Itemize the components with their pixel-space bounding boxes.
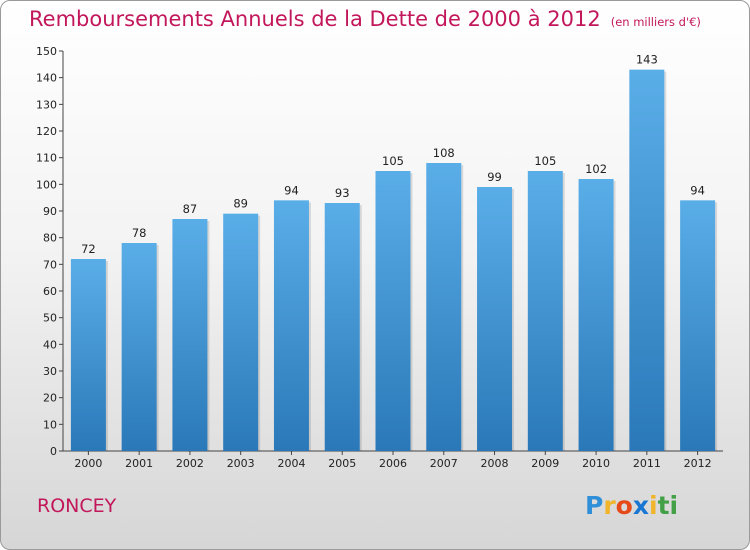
x-tick-label: 2005 xyxy=(328,457,356,470)
x-tick-label: 2000 xyxy=(74,457,102,470)
x-tick-label: 2011 xyxy=(633,457,661,470)
y-tick-label: 100 xyxy=(36,178,57,191)
bar-value-label: 105 xyxy=(382,154,404,168)
logo-letter: i xyxy=(669,491,679,520)
x-tick-label: 2012 xyxy=(684,457,712,470)
x-tick-label: 2003 xyxy=(227,457,255,470)
y-tick-label: 40 xyxy=(43,338,57,351)
y-tick-label: 140 xyxy=(36,72,57,85)
y-tick-label: 70 xyxy=(43,258,57,271)
bar-value-label: 94 xyxy=(690,183,705,197)
axes: 0 10 20 30 40 50 60 70 80 90 100 110 120 130 140 150 200… xyxy=(36,45,723,470)
title-row: Remboursements Annuels de la Dette de 20… xyxy=(29,7,701,31)
x-tick-label: 2001 xyxy=(125,457,153,470)
y-tick-label: 80 xyxy=(43,232,57,245)
y-tick-label: 150 xyxy=(36,45,57,58)
bar-value-label: 72 xyxy=(81,242,96,256)
bar-value-label: 78 xyxy=(132,226,147,240)
chart-subtitle: (en milliers d'€) xyxy=(610,15,701,29)
logo-letter: x xyxy=(632,491,649,520)
logo-letter: t xyxy=(657,491,670,520)
x-tick-label: 2006 xyxy=(379,457,407,470)
y-tick-label: 50 xyxy=(43,312,57,325)
bar-value-label: 105 xyxy=(534,154,556,168)
bar-2007 xyxy=(426,163,462,451)
bar-2009 xyxy=(527,171,563,451)
bar-value-label: 89 xyxy=(233,197,248,211)
y-tick-label: 110 xyxy=(36,152,57,165)
x-tick-label: 2004 xyxy=(277,457,305,470)
bar-value-label: 108 xyxy=(433,146,455,160)
y-tick-label: 130 xyxy=(36,98,57,111)
chart-title: Remboursements Annuels de la Dette de 20… xyxy=(29,7,601,31)
bar-2006 xyxy=(375,171,411,451)
proxiti-logo: Proxiti xyxy=(585,491,678,520)
bar-2005 xyxy=(324,203,360,451)
logo-letter: P xyxy=(585,491,604,520)
x-tick-label: 2002 xyxy=(176,457,204,470)
bar-2004 xyxy=(273,200,309,451)
y-tick-label: 0 xyxy=(50,445,57,458)
logo-letter: o xyxy=(615,491,633,520)
y-tick-label: 20 xyxy=(43,392,57,405)
y-tick-label: 10 xyxy=(43,418,57,431)
bar-2002 xyxy=(172,219,208,451)
y-tick-label: 90 xyxy=(43,205,57,218)
x-tick-label: 2009 xyxy=(531,457,559,470)
bars-group: 72 78 87 89 94 93 105 108 99 105 102 143 94 xyxy=(70,53,718,452)
bar-2001 xyxy=(121,243,157,451)
y-tick-label: 60 xyxy=(43,285,57,298)
bar-2003 xyxy=(223,213,259,451)
x-tick-label: 2008 xyxy=(481,457,509,470)
bar-2010 xyxy=(578,179,614,451)
x-tick-label: 2007 xyxy=(430,457,458,470)
bar-2012 xyxy=(680,200,716,451)
bar-2008 xyxy=(477,187,513,451)
x-tick-label: 2010 xyxy=(582,457,610,470)
commune-name: RONCEY xyxy=(37,495,117,517)
logo-letter: i xyxy=(649,491,658,520)
bar-value-label: 93 xyxy=(335,186,350,200)
bar-value-label: 99 xyxy=(487,170,502,184)
bar-value-label: 102 xyxy=(585,162,607,176)
y-tick-label: 30 xyxy=(43,365,57,378)
y-tick-label: 120 xyxy=(36,125,57,138)
bar-2000 xyxy=(70,259,106,451)
bar-2011 xyxy=(629,69,665,452)
bar-value-label: 143 xyxy=(636,53,658,67)
bar-value-label: 87 xyxy=(183,202,198,216)
logo-letter: r xyxy=(603,491,616,520)
bar-value-label: 94 xyxy=(284,183,299,197)
